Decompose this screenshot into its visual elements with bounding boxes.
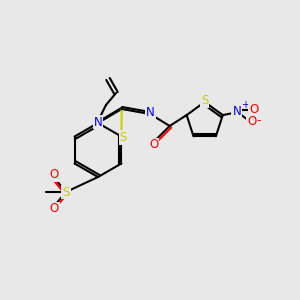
Text: N: N	[146, 106, 155, 119]
Text: +: +	[241, 100, 249, 110]
Text: O: O	[50, 202, 58, 215]
Text: S: S	[62, 185, 70, 199]
Text: O: O	[247, 115, 256, 128]
Text: O: O	[50, 169, 58, 182]
Text: O: O	[149, 139, 158, 152]
Text: N: N	[94, 116, 102, 128]
Text: O: O	[249, 103, 258, 116]
Text: N: N	[232, 105, 241, 118]
Text: S: S	[120, 131, 127, 144]
Text: S: S	[201, 94, 208, 107]
Text: -: -	[256, 114, 261, 127]
